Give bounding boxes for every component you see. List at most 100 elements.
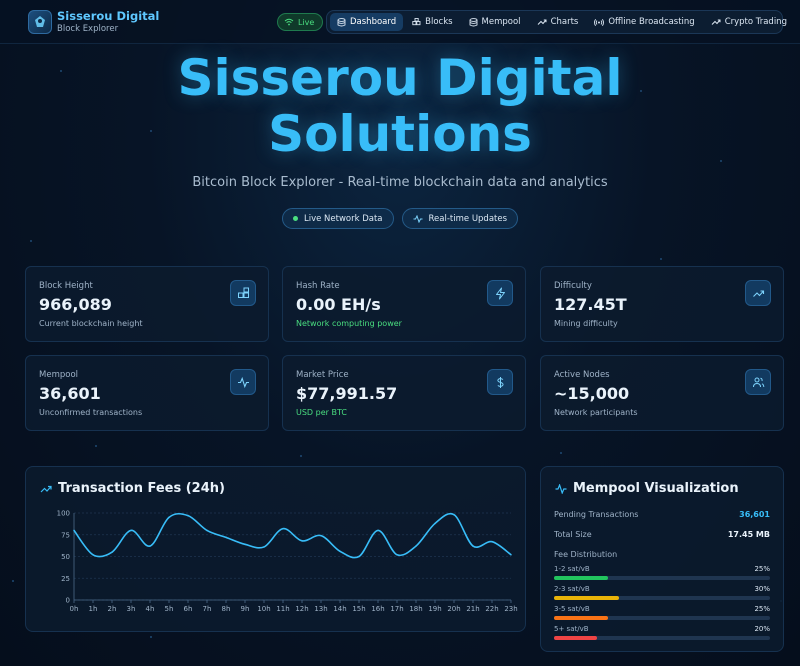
fee-data-point (225, 536, 227, 539)
hero-badges: Live Network Data Real-time Updates (0, 208, 800, 229)
x-tick-label: 0h (70, 605, 79, 613)
fee-data-point (92, 553, 94, 556)
stat-card-active-nodes[interactable]: Active Nodes ~15,000 Network participant… (540, 355, 784, 431)
x-tick-label: 20h (447, 605, 460, 613)
transaction-fees-panel: Transaction Fees (24h) 0 25 50 75 100 0h 1h 2h 3… (25, 466, 526, 632)
fee-data-point (415, 545, 417, 547)
hero-subtitle: Bitcoin Block Explorer - Real-time block… (192, 175, 608, 190)
x-tick-label: 1h (89, 605, 98, 613)
stat-value: ~15,000 (554, 384, 630, 403)
nav-mempool[interactable]: Mempool (462, 13, 528, 31)
x-tick-label: 18h (409, 605, 422, 613)
live-network-label: Live Network Data (303, 213, 383, 224)
stat-label: Block Height (39, 281, 93, 291)
y-tick-label: 75 (61, 531, 70, 539)
brand-title[interactable]: Sisserou Digital (57, 9, 160, 23)
mempool-visualization-panel: Mempool Visualization Pending Transactio… (540, 466, 784, 652)
fee-data-point (510, 553, 512, 556)
stat-sub: Mining difficulty (554, 319, 618, 328)
x-tick-label: 16h (371, 605, 384, 613)
brand-subtitle: Block Explorer (57, 24, 119, 34)
fee-data-point (244, 543, 246, 546)
nav-blocks[interactable]: Blocks (405, 13, 459, 31)
fee-data-point (282, 527, 284, 530)
fee-tier-bar (554, 576, 770, 580)
fee-tier-bar (554, 596, 770, 600)
fee-tier-pct: 25% (754, 605, 770, 613)
stat-card-block-height[interactable]: Block Height 966,089 Current blockchain … (25, 266, 269, 342)
nav-offline-broadcasting[interactable]: Offline Broadcasting (587, 13, 701, 31)
top-header: Sisserou Digital Block Explorer Live Das… (0, 0, 800, 44)
x-tick-label: 21h (466, 605, 479, 613)
wifi-icon (284, 18, 294, 26)
fee-tier-label: 2-3 sat/vB (554, 585, 590, 593)
panel-title: Mempool Visualization (555, 481, 739, 496)
x-tick-label: 17h (390, 605, 403, 613)
stat-sub: Network participants (554, 408, 638, 417)
nav-offline-broadcasting-label: Offline Broadcasting (608, 17, 695, 27)
fee-data-point (320, 534, 322, 537)
fee-tier-pct: 20% (754, 625, 770, 633)
stat-card-mempool[interactable]: Mempool 36,601 Unconfirmed transactions (25, 355, 269, 431)
nav-dashboard[interactable]: Dashboard (330, 13, 404, 31)
live-label: Live (298, 17, 315, 27)
stat-card-market-price[interactable]: Market Price $77,991.57 USD per BTC (282, 355, 526, 431)
hero-title: Sisserou Digital Solutions (0, 50, 800, 162)
fee-tier-label: 3-5 sat/vB (554, 605, 590, 613)
x-tick-label: 2h (108, 605, 117, 613)
fee-data-point (491, 540, 493, 543)
x-tick-label: 9h (241, 605, 250, 613)
logo-icon[interactable] (28, 10, 52, 34)
x-tick-label: 22h (485, 605, 498, 613)
fee-tier-pct: 25% (754, 565, 770, 573)
trend-icon (537, 19, 547, 25)
stat-card-hash-rate[interactable]: Hash Rate 0.00 EH/s Network computing po… (282, 266, 526, 342)
status-dot-icon (292, 216, 298, 221)
main-nav: Dashboard Blocks Mempool Charts Offline … (326, 10, 787, 34)
x-tick-label: 15h (352, 605, 365, 613)
nav-mempool-label: Mempool (481, 17, 521, 27)
blocks-icon (412, 17, 421, 25)
stat-label: Difficulty (554, 281, 592, 291)
live-network-badge: Live Network Data (281, 208, 394, 229)
blocks-icon (230, 280, 256, 306)
live-status-badge: Live (277, 13, 324, 31)
realtime-updates-badge: Real-time Updates (401, 208, 519, 229)
fee-data-point (339, 550, 341, 553)
x-tick-label: 5h (165, 605, 174, 613)
fee-data-point (453, 513, 455, 516)
nav-crypto-trading[interactable]: Crypto Trading (704, 13, 794, 31)
fee-tier-fill (554, 616, 608, 620)
trend-icon (40, 485, 52, 492)
nav-charts[interactable]: Charts (530, 13, 586, 31)
dollar-icon (487, 369, 513, 395)
fee-tier-label: 5+ sat/vB (554, 625, 589, 633)
activity-icon (230, 369, 256, 395)
panel-title: Transaction Fees (24h) (40, 481, 225, 496)
x-tick-label: 4h (146, 605, 155, 613)
fee-line-chart[interactable]: 0 25 50 75 100 0h 1h 2h 3h 4h 5h 6h 7h 8h 9h 10h 11h 12h 1… (26, 503, 526, 623)
stat-sub: Unconfirmed transactions (39, 408, 143, 417)
activity-icon (555, 483, 567, 494)
stat-sub: Network computing power (296, 319, 402, 328)
stat-label: Hash Rate (296, 281, 340, 291)
stat-value: 0.00 EH/s (296, 295, 381, 314)
fee-data-point (301, 540, 303, 542)
nav-charts-label: Charts (550, 17, 579, 27)
database-icon (337, 17, 346, 26)
size-value: 17.45 MB (727, 530, 770, 539)
nav-blocks-label: Blocks (425, 17, 453, 27)
stat-value: 966,089 (39, 295, 112, 314)
trend-icon (745, 280, 771, 306)
stat-sub: Current blockchain height (39, 319, 143, 328)
pending-label: Pending Transactions (554, 510, 639, 519)
fee-data-point (472, 545, 474, 547)
stat-card-difficulty[interactable]: Difficulty 127.45T Mining difficulty (540, 266, 784, 342)
fee-distribution-label: Fee Distribution (554, 550, 618, 559)
y-tick-label: 0 (66, 597, 70, 605)
stat-sub: USD per BTC (296, 408, 347, 417)
x-tick-label: 19h (428, 605, 441, 613)
fee-data-point (396, 553, 398, 556)
x-tick-label: 12h (295, 605, 308, 613)
stat-value: 36,601 (39, 384, 101, 403)
